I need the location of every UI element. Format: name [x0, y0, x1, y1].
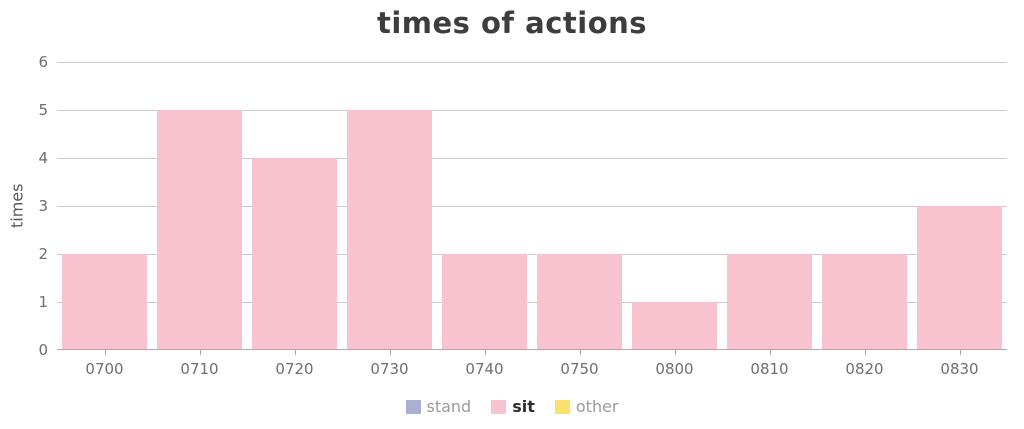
x-tick-label-0810: 0810 [750, 360, 789, 378]
x-tick-0820 [865, 350, 866, 355]
gridline-0 [57, 349, 1007, 350]
legend: stand sit other [0, 397, 1024, 416]
gridline-1 [57, 302, 1007, 303]
gridline-6 [57, 62, 1007, 63]
legend-label-other: other [575, 397, 619, 416]
chart-title: times of actions [376, 6, 648, 40]
x-tick-label-0820: 0820 [845, 360, 884, 378]
legend-swatch-sit [491, 399, 507, 414]
x-tick-label-0700: 0700 [85, 360, 124, 378]
legend-label-sit: sit [512, 397, 535, 416]
x-tick-0710 [200, 350, 201, 355]
gridline-2 [57, 254, 1007, 255]
x-tick-0750 [580, 350, 581, 355]
bar-sit-0730[interactable] [347, 110, 432, 350]
y-tick-label-6: 6 [38, 53, 48, 71]
bar-sit-0750[interactable] [537, 254, 622, 350]
bar-sit-0740[interactable] [442, 254, 527, 350]
y-tick-label-4: 4 [38, 149, 48, 167]
bar-sit-0700[interactable] [62, 254, 147, 350]
plot-area [57, 62, 1007, 350]
bar-sit-0820[interactable] [822, 254, 907, 350]
gridline-5 [57, 110, 1007, 111]
x-tick-label-0830: 0830 [940, 360, 979, 378]
bar-sit-0800[interactable] [632, 302, 717, 350]
x-tick-0830 [960, 350, 961, 355]
x-tick-0730 [390, 350, 391, 355]
y-tick-label-0: 0 [38, 341, 48, 359]
y-tick-label-3: 3 [38, 197, 48, 215]
x-tick-label-0710: 0710 [180, 360, 219, 378]
x-tick-0700 [105, 350, 106, 355]
legend-label-stand: stand [426, 397, 472, 416]
x-tick-label-0720: 0720 [275, 360, 314, 378]
bar-sit-0810[interactable] [727, 254, 812, 350]
gridline-4 [57, 158, 1007, 159]
y-tick-label-5: 5 [38, 101, 48, 119]
x-tick-0740 [485, 350, 486, 355]
x-tick-0800 [675, 350, 676, 355]
legend-item-sit[interactable]: sit [491, 397, 535, 416]
legend-item-stand[interactable]: stand [405, 397, 472, 416]
bar-sit-0710[interactable] [157, 110, 242, 350]
x-tick-label-0740: 0740 [465, 360, 504, 378]
x-tick-label-0730: 0730 [370, 360, 409, 378]
bar-sit-0830[interactable] [917, 206, 1002, 350]
x-tick-label-0800: 0800 [655, 360, 694, 378]
x-tick-0810 [770, 350, 771, 355]
x-tick-0720 [295, 350, 296, 355]
y-tick-label-2: 2 [38, 245, 48, 263]
gridline-3 [57, 206, 1007, 207]
legend-item-other[interactable]: other [554, 397, 619, 416]
legend-swatch-stand [405, 399, 421, 414]
legend-swatch-other [554, 399, 570, 414]
bar-sit-0720[interactable] [252, 158, 337, 350]
x-tick-label-0750: 0750 [560, 360, 599, 378]
y-tick-label-1: 1 [38, 293, 48, 311]
